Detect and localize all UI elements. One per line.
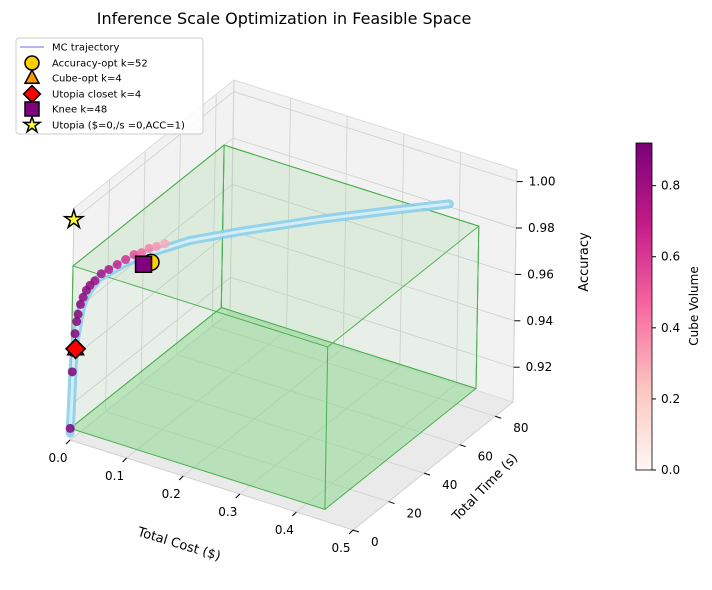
grid-line-y-wall — [176, 122, 182, 355]
feasible-box-edge — [220, 145, 225, 308]
grid-line-z-back — [232, 137, 517, 229]
sample-point — [137, 248, 147, 258]
grid-line-y-wall — [105, 179, 110, 412]
grid-line-y-wall — [211, 94, 217, 327]
colorbar-tick-label: 0.0 — [661, 463, 680, 477]
x-tick-label: 0.4 — [275, 523, 294, 537]
legend: MC trajectory Accuracy-opt k=52 Cube-opt k… — [15, 37, 204, 135]
chart-title: Inference Scale Optimization in Feasible… — [97, 9, 472, 28]
marker-knee — [134, 255, 153, 273]
legend-label-cube-opt: Cube-opt k=4 — [52, 74, 122, 85]
legend-label-accuracy-opt: Accuracy-opt k=52 — [52, 59, 148, 70]
legend-swatch-accuracy-opt — [24, 55, 40, 71]
grid-line-x-floor — [352, 401, 514, 531]
grid-line-z-wall — [70, 276, 231, 406]
grid-line-x-back — [342, 115, 348, 349]
legend-label-utopia-closest: Utopia closet k=4 — [52, 90, 141, 101]
grid-line-z-wall — [71, 230, 232, 360]
colorbar: Cube Volume 0.0 0.2 0.4 0.6 0.8 — [635, 142, 701, 477]
y-tick-label: 60 — [478, 450, 493, 464]
z-axis-label: Accuracy — [577, 232, 592, 292]
sample-point — [75, 299, 85, 309]
grid-line-x-back — [286, 97, 291, 331]
y-tick-mark — [388, 501, 395, 505]
x-tick-mark — [348, 529, 354, 535]
x-tick-mark — [178, 475, 184, 481]
legend-swatch-knee — [24, 101, 40, 117]
sample-point — [144, 243, 154, 253]
grid-line-x-back — [229, 79, 235, 313]
y-tick-label: 80 — [513, 421, 528, 435]
z-tick-label: 0.98 — [528, 221, 555, 235]
z-tick-label: 1.00 — [529, 175, 556, 189]
legend-frame — [15, 37, 204, 135]
y-tick-mark — [459, 444, 466, 448]
y-tick-label: 40 — [442, 478, 457, 492]
legend-swatch-cube-opt — [23, 68, 41, 85]
x-tick-mark — [65, 439, 71, 445]
grid-line-y-floor — [69, 439, 354, 531]
feasible-box-edge — [324, 346, 329, 510]
legend-label-utopia: Utopia ($=0,/s =0,ACC=1) — [52, 121, 185, 132]
x-tick-label: 0.3 — [218, 505, 237, 519]
grid-line-x-back — [512, 169, 518, 403]
z-tick-label: 0.96 — [527, 267, 554, 281]
sample-point — [160, 239, 170, 249]
colorbar-label: Cube Volume — [687, 266, 701, 345]
legend-label-knee: Knee k=48 — [52, 105, 107, 116]
sample-point — [90, 276, 100, 286]
feasible-box — [69, 144, 480, 510]
sample-point — [112, 260, 122, 270]
grid-line-x-back — [399, 133, 405, 367]
colorbar-gradient — [635, 142, 653, 471]
sample-point — [73, 309, 83, 319]
sample-point — [152, 241, 162, 251]
colorbar-tick-label: 0.6 — [661, 250, 680, 264]
sample-point — [72, 317, 82, 327]
colorbar-tick-label: 0.8 — [661, 179, 680, 193]
sample-point — [78, 292, 88, 302]
y-tick-mark — [352, 529, 360, 533]
sample-point — [65, 423, 75, 433]
sample-point — [121, 255, 131, 265]
axis-ticks: 0.0 0.1 0.2 0.3 0.4 0.5 0 20 40 60 80 0.92 0.94 0.96 0… — [48, 175, 555, 555]
grid-line-z-back — [232, 184, 516, 275]
z-tick-label: 0.94 — [526, 314, 553, 328]
x-tick-label: 0.0 — [48, 451, 67, 465]
colorbar-tick-label: 0.4 — [661, 321, 680, 335]
x-tick-mark — [292, 511, 297, 517]
grid-line-z-back — [233, 91, 517, 182]
feasible-box-edge — [475, 226, 480, 389]
sample-point — [67, 367, 77, 377]
y-tick-label: 20 — [407, 507, 422, 521]
z-tick-label: 0.92 — [526, 360, 553, 374]
sample-point — [96, 269, 106, 279]
y-tick-label: 0 — [371, 535, 379, 549]
x-tick-label: 0.5 — [331, 541, 350, 555]
y-tick-mark — [423, 472, 431, 476]
grid-line-z-back — [231, 230, 515, 322]
sample-point — [104, 264, 114, 274]
legend-label-trajectory: MC trajectory — [52, 43, 120, 54]
x-tick-mark — [122, 457, 127, 463]
grid-line-z-back — [230, 276, 514, 368]
colorbar-tick-label: 0.2 — [661, 392, 680, 406]
grid-line-z-wall — [73, 91, 235, 220]
x-tick-mark — [235, 493, 241, 499]
marker-utopia — [62, 207, 86, 230]
x-tick-label: 0.2 — [162, 487, 181, 501]
sample-point — [70, 329, 80, 339]
marker-utopia-closest — [64, 338, 87, 360]
special-markers — [62, 207, 160, 360]
y-tick-mark — [495, 415, 502, 419]
x-tick-label: 0.1 — [105, 469, 124, 483]
grid-line-x-back — [456, 151, 461, 385]
legend-swatch-utopia — [21, 114, 43, 134]
